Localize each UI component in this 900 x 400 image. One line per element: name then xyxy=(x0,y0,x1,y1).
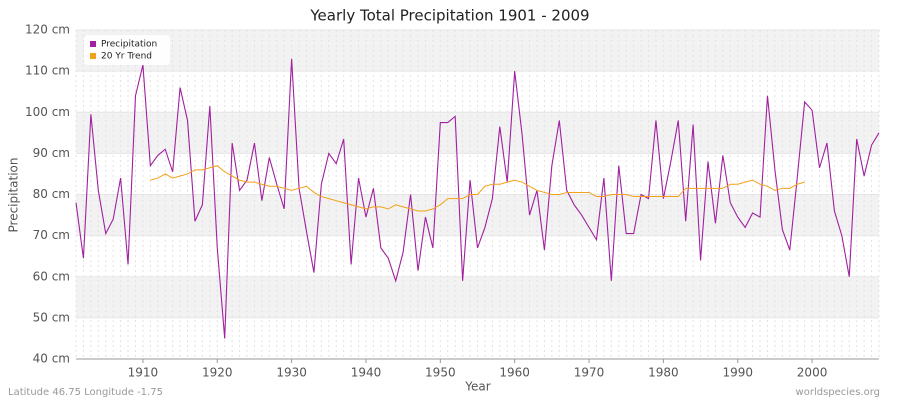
chart-title: Yearly Total Precipitation 1901 - 2009 xyxy=(309,7,589,25)
x-tick-label: 1960 xyxy=(499,366,530,380)
x-axis-label: Year xyxy=(464,380,490,394)
x-tick-label: 1940 xyxy=(351,366,382,380)
x-tick-label: 1970 xyxy=(574,366,605,380)
footer-right: worldspecies.org xyxy=(796,387,880,398)
x-tick-label: 1930 xyxy=(276,366,307,380)
x-tick-label: 1980 xyxy=(648,366,679,380)
y-tick-label: 40 cm xyxy=(33,352,70,366)
x-tick-label: 1920 xyxy=(202,366,233,380)
y-tick-label: 120 cm xyxy=(25,23,70,37)
y-tick-label: 80 cm xyxy=(33,187,70,201)
x-tick-label: 1950 xyxy=(425,366,456,380)
legend-box xyxy=(84,35,170,65)
grid-band xyxy=(76,112,879,154)
y-tick-label: 110 cm xyxy=(25,64,70,78)
legend-swatch xyxy=(90,41,96,47)
footer-left: Latitude 46.75 Longitude -1.75 xyxy=(8,387,163,398)
series-line xyxy=(75,58,880,339)
y-tick-label: 60 cm xyxy=(33,269,70,283)
y-axis-label: Precipitation xyxy=(7,157,21,232)
y-tick-label: 70 cm xyxy=(33,228,70,242)
legend-label: Precipitation xyxy=(101,40,157,50)
x-tick-label: 1990 xyxy=(722,366,753,380)
legend-label: 20 Yr Trend xyxy=(101,52,152,62)
series-line xyxy=(150,165,805,212)
legend-swatch xyxy=(90,53,96,59)
y-tick-label: 100 cm xyxy=(25,105,70,119)
y-tick-label: 90 cm xyxy=(33,146,70,160)
y-tick-label: 50 cm xyxy=(33,310,70,324)
x-tick-label: 2000 xyxy=(797,366,828,380)
x-tick-label: 1910 xyxy=(128,366,159,380)
